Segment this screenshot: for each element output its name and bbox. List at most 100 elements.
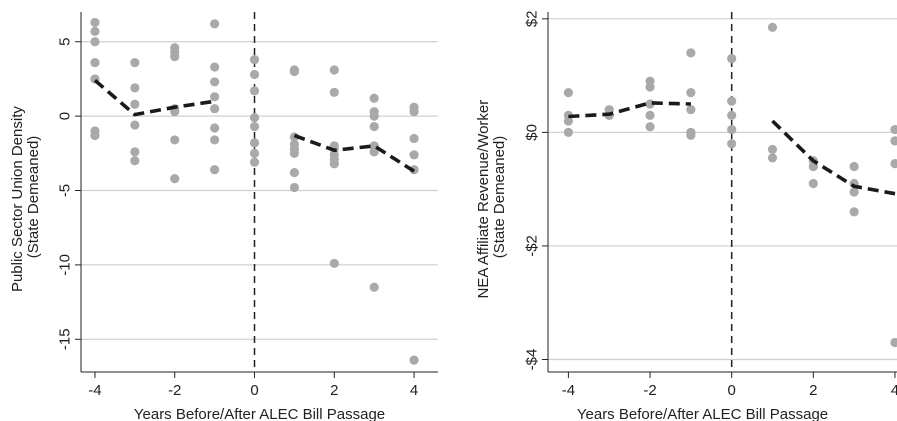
trend-line — [93, 79, 215, 117]
data-point — [210, 77, 220, 87]
data-point — [249, 55, 260, 65]
data-point — [645, 110, 655, 120]
trend-lines — [93, 79, 416, 173]
data-point — [808, 178, 818, 189]
x-tick-label: 4 — [891, 382, 897, 399]
data-point — [329, 258, 339, 269]
y-tick-label: $2 — [524, 10, 541, 27]
data-point — [249, 138, 260, 148]
data-point — [249, 113, 260, 123]
x-tick-label: -4 — [562, 382, 575, 399]
data-point — [249, 86, 260, 96]
x-tick-label: -2 — [168, 382, 181, 399]
data-point — [130, 57, 140, 68]
data-point — [563, 127, 574, 137]
x-tick-label: -2 — [643, 382, 656, 399]
data-point — [890, 136, 897, 146]
data-point — [686, 88, 696, 98]
data-point — [409, 107, 419, 117]
trend-line — [293, 133, 416, 173]
data-point — [686, 130, 696, 140]
data-point — [249, 121, 260, 132]
data-point — [686, 105, 696, 115]
data-point — [409, 150, 419, 160]
data-point — [289, 168, 300, 178]
data-point — [130, 120, 140, 130]
data-point — [409, 355, 419, 365]
axes: 5 0 -5 -10 -15 -4 -2 0 2 4 — [57, 12, 438, 399]
x-tick-label: -4 — [88, 382, 101, 399]
x-tick-label: 0 — [250, 382, 258, 399]
trend-line — [771, 119, 896, 196]
axes: $2 $0 -$2 -$4 -4 -2 0 2 4 — [524, 10, 897, 399]
data-point — [130, 156, 140, 166]
data-point — [890, 337, 897, 348]
data-point — [767, 22, 778, 32]
y-axis-title: NEA Affiliate Revenue/Worker (State Deme… — [475, 96, 508, 299]
data-point — [645, 122, 655, 132]
data-point — [849, 161, 859, 172]
data-point — [727, 110, 737, 120]
data-point — [289, 66, 300, 77]
y-tick-label: $0 — [524, 124, 541, 141]
y-tick-label: 5 — [57, 38, 74, 46]
trend-line — [568, 101, 691, 119]
data-point — [849, 207, 859, 217]
data-point — [130, 99, 140, 109]
data-point — [563, 88, 574, 98]
x-axis-title: Years Before/After ALEC Bill Passage — [577, 406, 828, 421]
data-point — [890, 124, 897, 135]
data-point — [249, 69, 260, 80]
data-point — [210, 123, 220, 133]
data-point — [727, 124, 737, 135]
x-tick-label: 2 — [809, 382, 817, 399]
data-point — [90, 57, 100, 68]
data-point — [329, 159, 339, 169]
y-axis-title-line-1: Public Sector Union Density — [9, 106, 26, 292]
data-point — [645, 82, 655, 92]
data-point — [369, 111, 379, 121]
data-point — [249, 148, 260, 158]
panel-union-density: 5 0 -5 -10 -15 -4 -2 0 2 4 Years Before/After ALE… — [9, 12, 438, 421]
x-tick-label: 2 — [330, 382, 338, 399]
points — [563, 22, 897, 348]
data-point — [369, 121, 379, 132]
x-axis-title: Years Before/After ALEC Bill Passage — [134, 406, 385, 421]
data-point — [130, 147, 140, 157]
data-point — [890, 159, 897, 169]
data-point — [289, 148, 300, 158]
y-axis-title-line-2: (State Demeaned) — [491, 136, 508, 259]
data-point — [849, 187, 859, 197]
data-point — [170, 135, 180, 145]
data-point — [289, 182, 300, 193]
data-point — [130, 83, 140, 93]
data-point — [210, 104, 220, 114]
data-point — [210, 92, 220, 102]
data-point — [210, 62, 220, 72]
y-tick-label: -$4 — [524, 349, 541, 371]
data-point — [727, 96, 737, 106]
x-tick-label: 4 — [410, 382, 418, 399]
panel-nea-revenue: $2 $0 -$2 -$4 -4 -2 0 2 4 Years Before/After ALE… — [475, 10, 897, 421]
data-point — [369, 93, 379, 103]
y-tick-label: -5 — [57, 184, 74, 197]
data-point — [90, 26, 100, 36]
data-point — [90, 37, 100, 47]
data-point — [90, 130, 100, 141]
data-point — [329, 65, 339, 75]
data-point — [170, 52, 180, 62]
data-point — [210, 135, 220, 145]
data-point — [686, 48, 696, 58]
y-axis-title: Public Sector Union Density (State Demea… — [9, 102, 42, 292]
y-axis-title-line-2: (State Demeaned) — [25, 136, 42, 259]
data-point — [767, 144, 778, 155]
data-point — [329, 87, 339, 97]
data-point — [369, 282, 379, 292]
points — [90, 17, 419, 365]
data-point — [210, 165, 220, 175]
data-point — [727, 139, 737, 149]
grid — [548, 18, 897, 361]
data-point — [409, 133, 419, 144]
y-tick-label: -$2 — [524, 235, 541, 257]
y-axis-title-line-1: NEA Affiliate Revenue/Worker — [475, 100, 492, 299]
